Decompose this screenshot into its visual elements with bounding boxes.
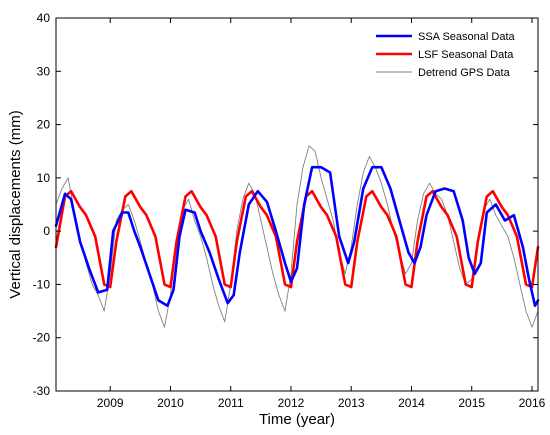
x-tick-label: 2014 <box>398 396 425 410</box>
series-layer <box>54 145 540 328</box>
y-tick-label: 10 <box>37 171 51 185</box>
x-tick-label: 2015 <box>458 396 485 410</box>
y-tick-label: 30 <box>37 64 51 78</box>
x-tick-label: 2013 <box>338 396 365 410</box>
series-line-lsf-seasonal-data <box>54 189 540 289</box>
x-tick-label: 2016 <box>519 396 546 410</box>
x-tick-label: 2009 <box>97 396 124 410</box>
y-tick-label: -30 <box>33 384 51 398</box>
y-axis-title: Vertical displacements (mm) <box>7 110 24 298</box>
y-tick-label: -20 <box>33 331 51 345</box>
series-line-detrend-gps-data <box>55 145 539 328</box>
y-tick-label: 0 <box>43 224 50 238</box>
legend-label: Detrend GPS Data <box>418 67 511 79</box>
y-tick-label: 20 <box>37 118 51 132</box>
legend-label: LSF Seasonal Data <box>418 49 514 61</box>
x-tick-label: 2012 <box>278 396 305 410</box>
x-tick-label: 2010 <box>157 396 184 410</box>
plot-frame <box>55 17 539 392</box>
x-tick-label: 2011 <box>218 396 244 410</box>
ticks-layer: 2009 2010 2011 2012 2013 2014 2015 2016-30-20-1… <box>33 11 546 410</box>
y-tick-label: -10 <box>33 277 51 291</box>
x-axis-title: Time (year) <box>259 411 335 428</box>
legend-label: SSA Seasonal Data <box>418 31 516 43</box>
y-tick-label: 40 <box>37 11 51 25</box>
legend: SSA Seasonal Data LSF Seasonal Data Detren… <box>372 24 534 86</box>
series-line-ssa-seasonal-data <box>54 165 540 308</box>
